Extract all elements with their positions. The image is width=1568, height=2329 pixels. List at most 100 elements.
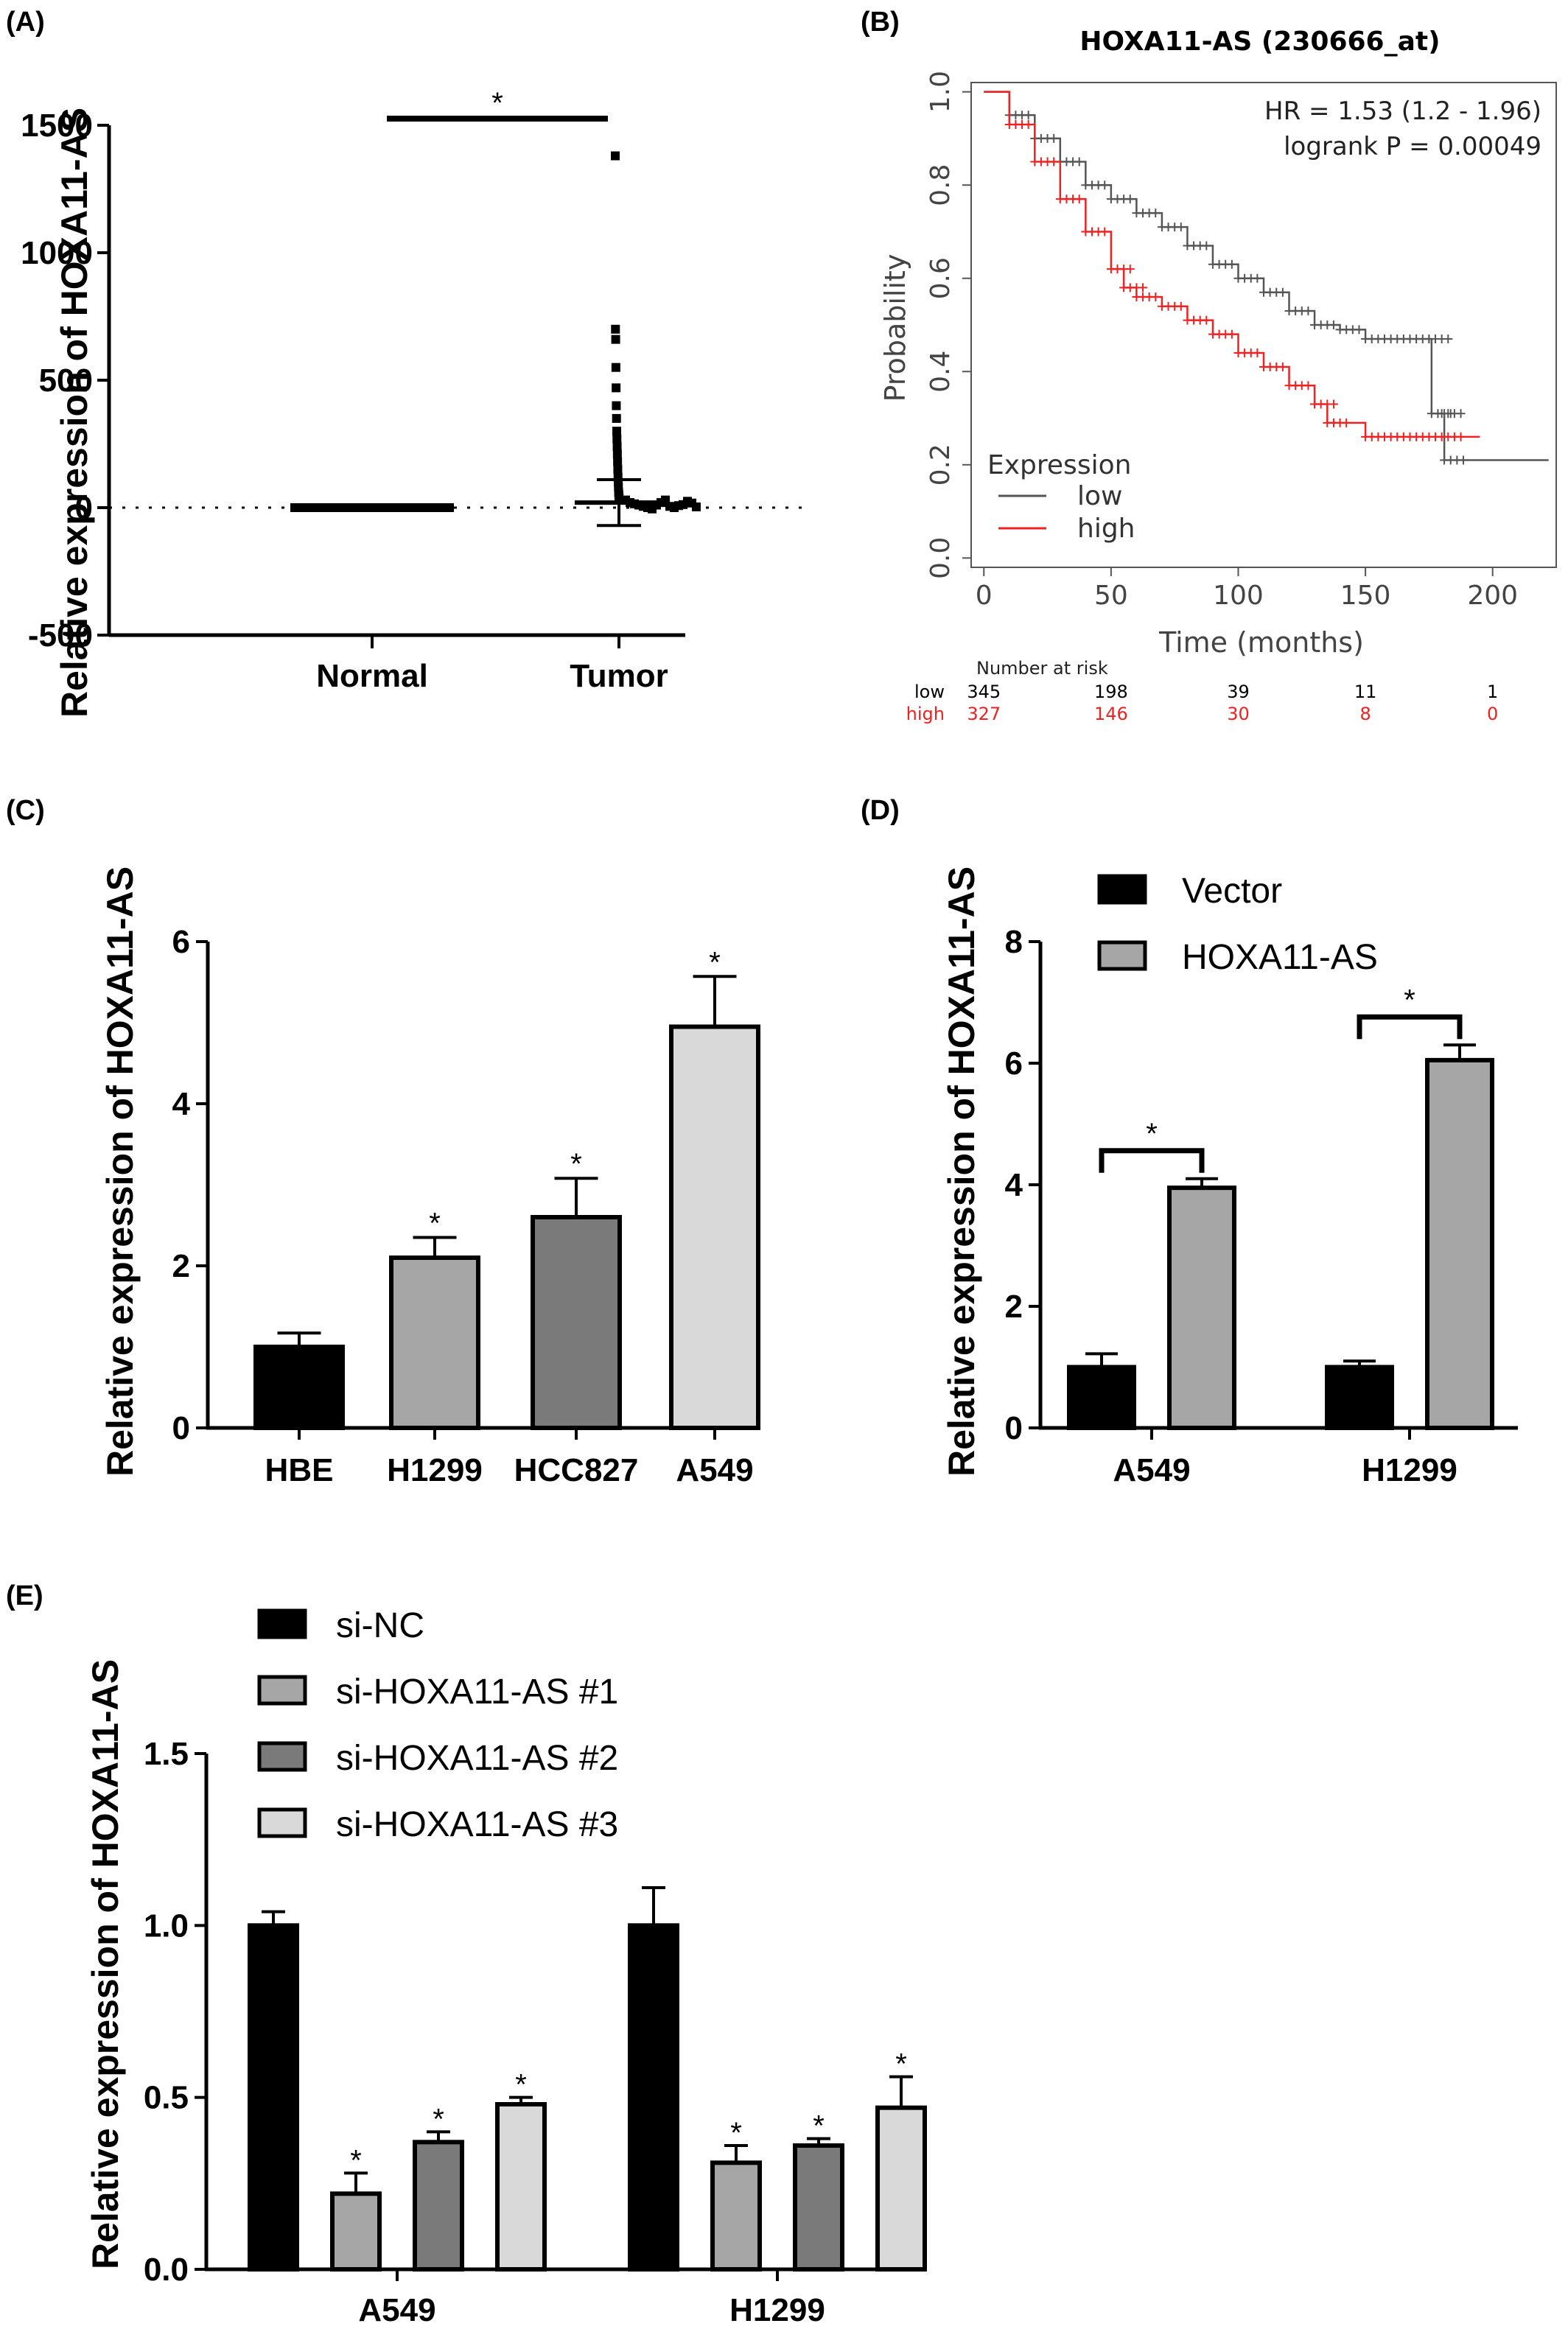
censor-mark [1151, 209, 1161, 218]
panel-b-y-axis-label: Probability [879, 254, 911, 402]
significance-star: * [491, 87, 503, 119]
censor-mark [1049, 133, 1059, 143]
significance-star: * [350, 2144, 362, 2176]
censor-mark [1049, 157, 1059, 167]
legend-label: Vector [1182, 872, 1282, 911]
bar-Vector-A549 [1067, 1365, 1136, 1430]
y-tick-label: -500 [28, 617, 93, 654]
y-tick-label: 0 [172, 1410, 190, 1446]
panel-b-title: HOXA11-AS (230666_at) [1079, 27, 1440, 57]
x-tick-label: 200 [1467, 581, 1518, 611]
panel-a-marks: * [290, 87, 701, 528]
data-point [612, 427, 621, 436]
panel-b-axes: 0 50 100 150 200 1.0 0.8 0.6 0.4 0.2 0.0 [925, 71, 1557, 611]
risk-value: 198 [1094, 682, 1128, 702]
y-tick-label: 4 [172, 1086, 191, 1122]
panel-a-axes: 1500 1000 500 0 -500 Normal Tumor [21, 108, 803, 694]
legend-swatch [1097, 874, 1147, 905]
censor-mark [1342, 418, 1351, 427]
significance-star: * [895, 2048, 907, 2081]
censor-mark [1023, 119, 1033, 129]
significance-star: * [433, 2103, 444, 2135]
y-tick-label: 1500 [21, 108, 93, 144]
censor-mark [1074, 195, 1084, 204]
panel-e-y-axis-label: Relative expression of HOXA11-AS [85, 1659, 126, 2269]
censor-mark [1278, 287, 1287, 297]
censor-mark [1253, 273, 1262, 283]
censor-mark [1303, 307, 1313, 316]
panel-c-label: (C) [6, 795, 45, 826]
bar-HOXA11-AS-H1299 [1425, 1057, 1494, 1430]
y-tick-label: 500 [39, 363, 93, 399]
significance-star: * [730, 2117, 742, 2149]
significance-star: * [429, 1208, 441, 1240]
panel-d-label: (D) [861, 795, 900, 826]
panel-c-y-axis-label: Relative expression of HOXA11-AS [99, 866, 141, 1477]
legend-label-low: low [1077, 481, 1122, 511]
legend-swatch [257, 1675, 307, 1706]
panel-e-label: (E) [6, 1580, 43, 1611]
y-tick-label: 0 [1005, 1410, 1023, 1446]
panel-b-logrank-text: logrank P = 0.00049 [1284, 132, 1541, 161]
y-tick-label: 0.0 [925, 537, 956, 579]
bar-Vector-H1299 [1325, 1365, 1394, 1430]
significance-star: * [515, 2069, 527, 2101]
y-tick-label: 8 [1005, 924, 1023, 960]
x-tick-label: 100 [1213, 581, 1264, 611]
panel-d-legend: Vector HOXA11-AS [1097, 872, 1378, 977]
panel-b-marks [984, 91, 1549, 465]
y-tick-label: 1000 [21, 235, 93, 271]
legend-swatch [257, 1807, 307, 1838]
x-category-label: A549 [358, 2292, 435, 2328]
censor-mark [1329, 399, 1338, 409]
y-tick-label: 0.4 [925, 351, 956, 393]
bar-si-NC-A549 [248, 1923, 299, 2272]
data-point [611, 335, 620, 344]
legend-label: si-HOXA11-AS #2 [336, 1739, 618, 1778]
legend-swatch [257, 1741, 307, 1772]
panel-d-y-axis-label: Relative expression of HOXA11-AS [941, 866, 982, 1477]
bar-si-HOXA11-AS #3-H1299 [875, 2105, 927, 2272]
y-tick-label: 6 [172, 924, 190, 960]
x-category-label: H1299 [1362, 1452, 1457, 1488]
bar-si-HOXA11-AS #3-A549 [495, 2102, 547, 2272]
bar-si-HOXA11-AS #1-A549 [330, 2191, 382, 2272]
data-point [612, 441, 622, 451]
panel-e: (E) Relative expression of HOXA11-AS 0.0… [6, 1580, 927, 2328]
panel-e-marks: * * * * * * [248, 1886, 927, 2272]
panel-a: (A) Relative expression of HOXA11-AS 150… [6, 7, 803, 718]
risk-row-label: low [914, 682, 945, 702]
risk-value: 0 [1487, 704, 1498, 724]
bar-si-HOXA11-AS #2-H1299 [793, 2143, 844, 2272]
x-category-label: HCC827 [514, 1452, 639, 1488]
significance-star: * [813, 2110, 825, 2143]
censor-mark [1100, 181, 1110, 190]
bar-HBE [253, 1345, 345, 1430]
legend-label: HOXA11-AS [1182, 938, 1378, 977]
censor-mark [1253, 348, 1262, 357]
y-tick-label: 0.5 [144, 2080, 189, 2116]
bar-HCC827 [531, 1215, 622, 1430]
y-tick-label: 0 [75, 490, 93, 526]
censor-mark [1329, 321, 1338, 329]
y-tick-label: 0.6 [925, 257, 956, 299]
x-category-label: H1299 [729, 2292, 825, 2328]
risk-value: 327 [967, 704, 1001, 724]
data-point [612, 413, 621, 423]
censor-mark [1151, 293, 1161, 302]
x-tick-label: 150 [1340, 581, 1391, 611]
panel-a-label: (A) [6, 7, 45, 38]
risk-value: 1 [1487, 682, 1498, 702]
panel-d: (D) Relative expression of HOXA11-AS 0 2 4… [861, 795, 1518, 1488]
data-point [613, 465, 623, 474]
censor-mark [1227, 259, 1236, 269]
risk-row-label: high [906, 704, 945, 724]
risk-value: 30 [1227, 704, 1250, 724]
significance-star: * [709, 946, 721, 978]
censor-mark [1138, 283, 1148, 293]
bar-si-HOXA11-AS #2-A549 [413, 2140, 464, 2272]
censor-mark [1278, 362, 1287, 371]
y-tick-label: 6 [1005, 1046, 1023, 1082]
panel-d-marks: ** [1067, 984, 1494, 1430]
